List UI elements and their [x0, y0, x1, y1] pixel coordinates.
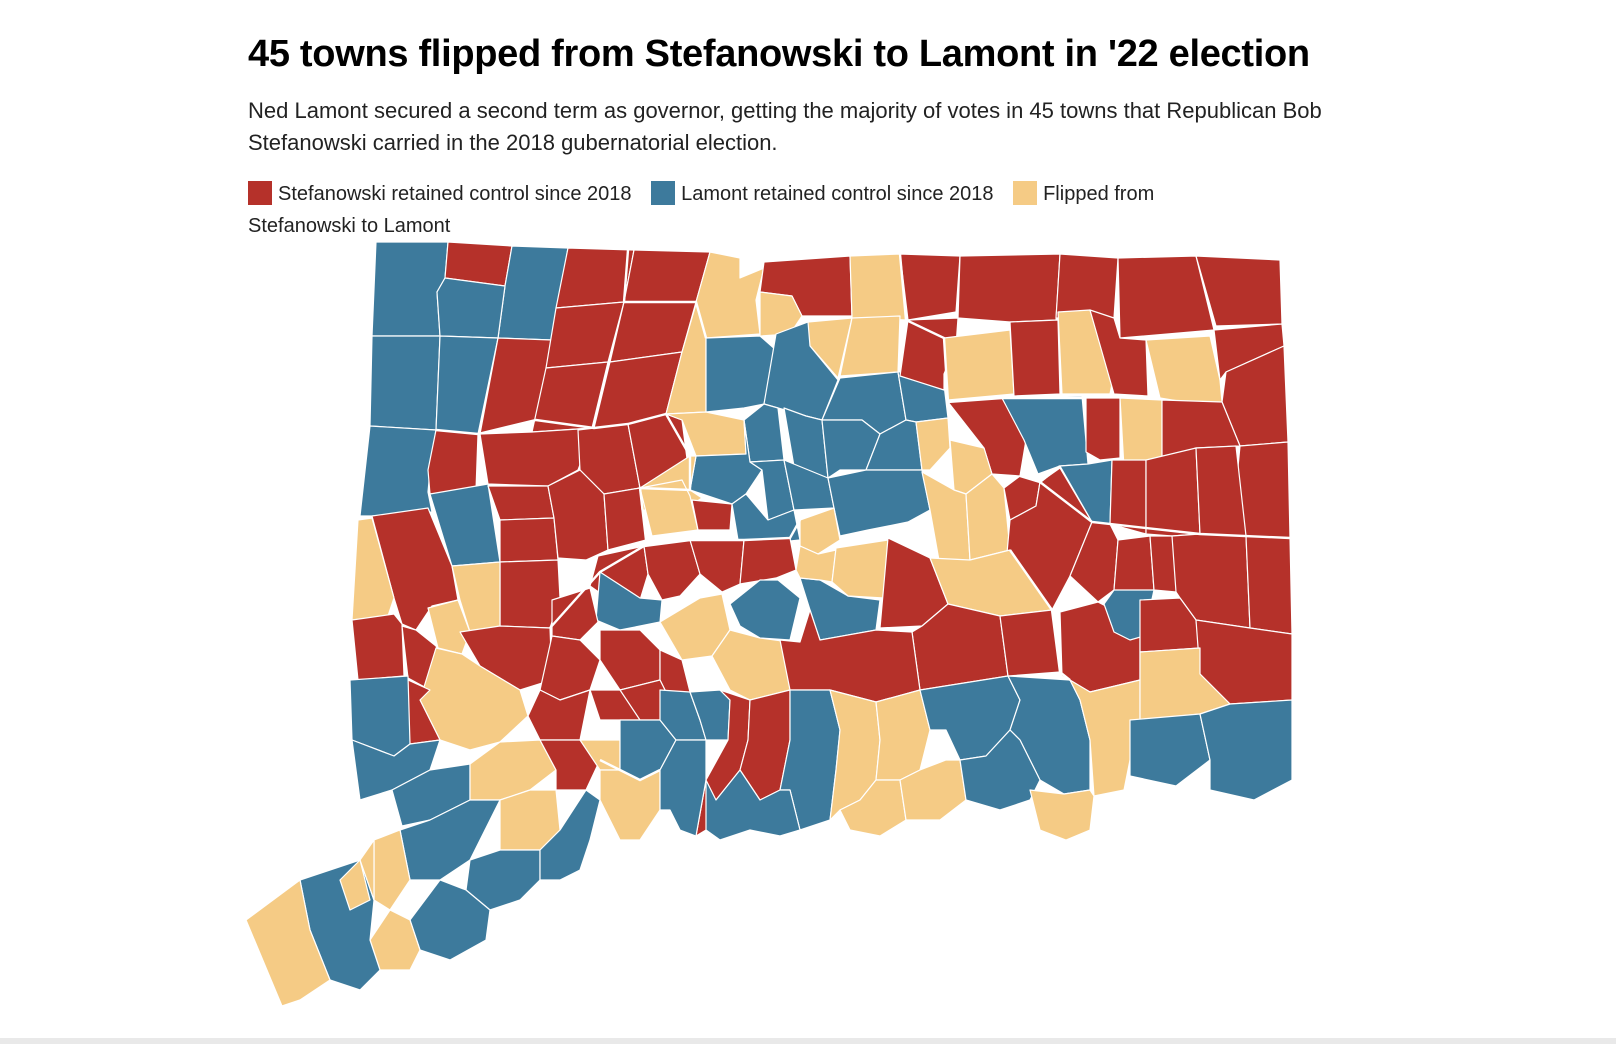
town-lamont	[369, 335, 441, 431]
town-flipped	[711, 629, 791, 701]
legend-label-lamont: Lamont retained control since 2018	[681, 183, 994, 205]
legend-swatch-yellow	[1013, 181, 1038, 205]
county-boundary-line	[1019, 465, 1061, 484]
town-stefanowski	[499, 559, 561, 629]
town-flipped	[599, 769, 661, 841]
county-boundary-line	[1009, 549, 1071, 681]
town-flipped	[1145, 335, 1223, 405]
town-stefanowski	[599, 629, 661, 691]
town-flipped	[1057, 309, 1113, 395]
town-stefanowski	[1109, 459, 1147, 535]
legend-item-stefanowski: Stefanowski retained control since 2018	[248, 181, 632, 205]
town-stefanowski	[739, 537, 797, 585]
town-lamont	[351, 739, 441, 801]
county-boundary-line	[1039, 481, 1291, 540]
legend: Stefanowski retained control since 2018 …	[248, 178, 1228, 242]
town-flipped	[339, 859, 371, 911]
page-bottom-rule	[0, 1038, 1616, 1044]
town-layer	[245, 241, 1293, 1007]
town-stefanowski	[957, 253, 1061, 323]
town-flipped	[849, 253, 907, 321]
town-flipped	[359, 839, 375, 901]
town-flipped	[795, 545, 837, 583]
town-stefanowski	[1055, 253, 1119, 319]
town-stefanowski	[351, 613, 405, 681]
town-lamont	[399, 799, 501, 881]
town-lamont	[827, 469, 931, 537]
town-flipped	[759, 291, 803, 337]
town-flipped	[1069, 679, 1141, 797]
town-stefanowski	[371, 507, 459, 631]
town-lamont	[959, 729, 1041, 811]
town-stefanowski	[1085, 397, 1121, 461]
county-boundary-line	[898, 253, 1086, 404]
town-stefanowski	[547, 469, 609, 561]
connecticut-town-map	[245, 241, 1293, 1007]
town-stefanowski	[487, 485, 555, 521]
county-boundaries	[435, 249, 1291, 782]
town-lamont	[371, 241, 449, 337]
town-lamont	[1129, 713, 1211, 787]
county-boundary-line	[599, 758, 661, 782]
legend-swatch-blue	[651, 181, 676, 205]
town-lamont	[539, 789, 601, 881]
legend-item-flipped: Flipped from Stefanowski to Lamont	[248, 181, 1155, 237]
county-boundary-line	[549, 519, 802, 629]
town-lamont	[1199, 699, 1293, 801]
dek: Ned Lamont secured a second term as gove…	[248, 98, 1322, 155]
town-stefanowski	[555, 247, 635, 309]
town-stefanowski	[499, 517, 559, 563]
town-flipped	[799, 507, 841, 555]
headline: 45 towns flipped from Stefanowski to Lam…	[248, 33, 1310, 75]
legend-label-flipped: Flipped from Stefanowski to Lamont	[248, 183, 1155, 237]
town-stefanowski	[999, 609, 1061, 677]
town-flipped	[965, 473, 1011, 561]
town-lamont	[359, 425, 437, 517]
town-flipped	[875, 689, 931, 781]
town-flipped	[915, 417, 951, 471]
town-stefanowski	[689, 539, 745, 593]
town-flipped	[1029, 789, 1095, 841]
legend-swatch-red	[248, 181, 272, 205]
legend-label-stefanowski: Stefanowski retained control since 2018	[278, 183, 632, 205]
town-stefanowski	[691, 499, 733, 531]
county-boundary-line	[622, 249, 708, 339]
town-lamont	[743, 403, 785, 463]
town-lamont	[659, 739, 707, 837]
town-lamont	[436, 277, 506, 339]
town-stefanowski	[1145, 447, 1201, 537]
town-stefanowski	[899, 253, 961, 321]
town-stefanowski	[1245, 535, 1293, 635]
town-flipped	[695, 251, 765, 339]
town-stefanowski	[643, 539, 701, 601]
town-stefanowski	[623, 249, 711, 303]
town-stefanowski	[1009, 319, 1061, 397]
town-flipped	[831, 539, 889, 599]
county-boundary-line	[435, 412, 692, 541]
legend-item-lamont: Lamont retained control since 2018	[651, 181, 994, 205]
town-stefanowski	[899, 317, 959, 391]
town-flipped	[245, 879, 331, 1007]
town-stefanowski	[603, 487, 647, 551]
town-lamont	[729, 579, 801, 641]
town-flipped	[351, 517, 395, 621]
town-flipped	[943, 329, 1015, 401]
town-lamont	[705, 769, 801, 841]
town-stefanowski	[427, 429, 479, 495]
